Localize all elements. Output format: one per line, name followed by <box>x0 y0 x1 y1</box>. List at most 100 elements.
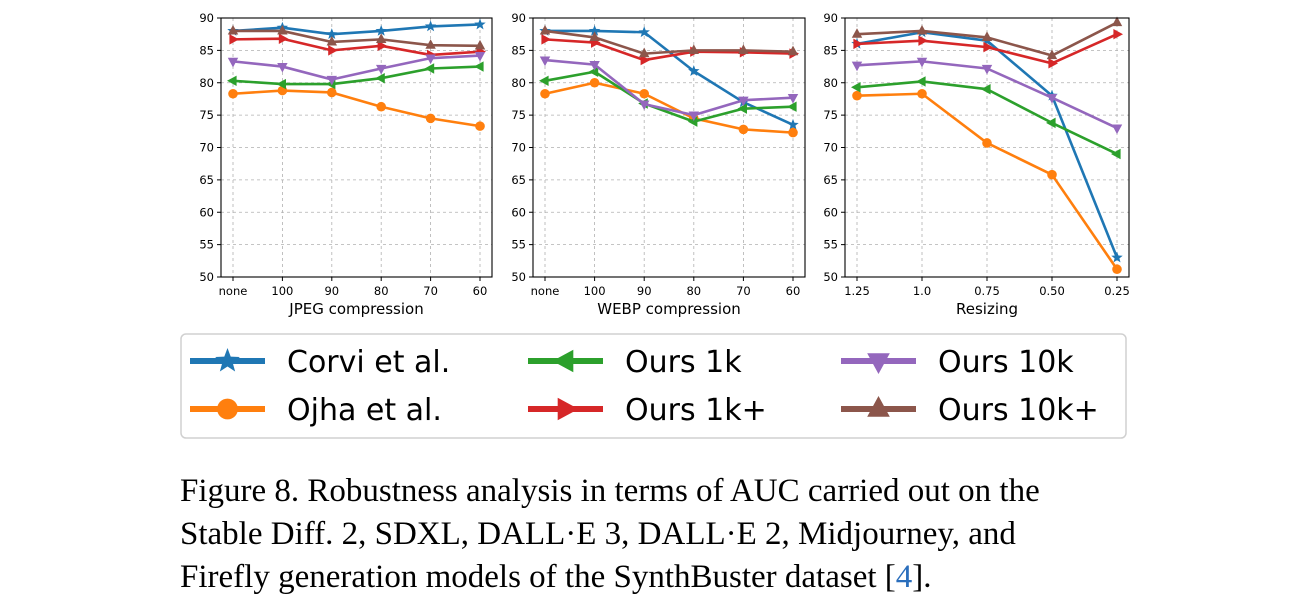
y-tick-label: 65 <box>823 173 838 187</box>
y-tick-label: 85 <box>199 43 214 57</box>
legend-marker <box>552 349 574 373</box>
data-point <box>276 78 286 90</box>
chart-panel-1: 50 55 60 65 70 75 80 85 90 none 100 90 80 70 60 JPEG co… <box>199 11 493 318</box>
data-point <box>228 88 238 99</box>
series-line <box>232 89 481 128</box>
x-tick-label: 60 <box>786 284 801 298</box>
caption-line-2: Stable Diff. 2, SDXL, DALL·E 3, DALL·E 2… <box>180 516 1016 552</box>
data-point <box>787 101 797 112</box>
x-axis-label: JPEG compression <box>288 300 423 318</box>
x-tick-label: 100 <box>584 284 606 298</box>
legend-item: Ours 1k+ <box>528 393 767 428</box>
y-tick-label: 85 <box>823 43 838 57</box>
series-line <box>544 81 794 134</box>
y-tick-label: 60 <box>511 205 526 219</box>
y-tick-label: 70 <box>199 141 214 155</box>
data-point <box>425 39 436 49</box>
data-point <box>688 44 700 54</box>
series-line <box>544 38 794 62</box>
data-point <box>377 40 388 52</box>
data-point <box>738 44 749 54</box>
data-point <box>738 96 749 107</box>
data-point <box>851 28 863 38</box>
caption-text: Firefly generation models of the SynthBu… <box>180 559 896 595</box>
data-point <box>1111 251 1123 263</box>
data-point <box>982 138 992 148</box>
data-point <box>425 113 436 124</box>
data-point <box>589 61 600 71</box>
data-point <box>1111 124 1123 135</box>
citation-link[interactable]: 4 <box>895 559 913 595</box>
x-tick-label: 60 <box>473 284 488 298</box>
data-point <box>326 28 338 40</box>
chart-panels: 50 55 60 65 70 75 80 85 90 none 100 90 80 70 60 JPEG co… <box>199 11 1129 318</box>
x-tick-label: 90 <box>637 284 652 298</box>
x-tick-label: 1.0 <box>913 284 931 298</box>
x-axis-label: Resizing <box>956 300 1018 318</box>
data-point <box>278 33 289 44</box>
y-tick-label: 75 <box>199 108 214 122</box>
x-tick-label: 0.25 <box>1104 284 1130 298</box>
data-point <box>474 51 486 62</box>
data-point <box>916 24 928 35</box>
data-point <box>639 88 649 99</box>
x-tick-label: 0.50 <box>1039 284 1065 298</box>
data-point <box>375 24 387 36</box>
data-point <box>917 88 927 99</box>
x-tick-label: 0.75 <box>974 284 1000 298</box>
data-point <box>1111 148 1121 160</box>
legend-item: Corvi et al. <box>190 345 450 380</box>
y-tick-label: 70 <box>511 141 526 155</box>
data-point <box>589 77 600 88</box>
plot-frame <box>532 17 806 278</box>
series-line <box>544 58 794 117</box>
data-point <box>327 87 337 98</box>
data-point <box>787 45 799 56</box>
data-point <box>227 24 239 35</box>
data-point <box>277 62 288 73</box>
y-tick-label: 90 <box>199 11 214 25</box>
data-point <box>1048 58 1058 69</box>
y-tick-label: 55 <box>823 238 838 252</box>
data-point <box>326 35 338 46</box>
y-tick-label: 90 <box>511 11 526 25</box>
data-point <box>589 31 600 42</box>
figure-caption: Figure 8. Robustness analysis in terms o… <box>180 470 1130 599</box>
series-line <box>232 37 481 57</box>
data-point <box>638 47 650 58</box>
data-point <box>851 82 861 93</box>
data-point <box>852 90 862 101</box>
x-tick-label: 100 <box>271 284 293 298</box>
data-point <box>638 26 650 38</box>
y-tick-label: 60 <box>199 205 214 219</box>
data-point <box>376 101 387 112</box>
data-point <box>588 66 599 77</box>
data-point <box>277 24 288 35</box>
chart-panel-3: 50 55 60 65 70 75 80 85 90 1.25 1.0 0.75 0.50 0.25 Res… <box>823 11 1129 318</box>
data-point <box>588 24 601 36</box>
series-line <box>544 29 794 55</box>
plot-frame <box>220 17 493 278</box>
data-point <box>1113 28 1123 40</box>
data-point <box>375 73 385 84</box>
legend-marker <box>867 353 890 374</box>
data-point <box>541 34 551 45</box>
legend-marker <box>557 397 579 421</box>
y-tick-label: 55 <box>199 238 214 252</box>
y-tick-label: 50 <box>511 270 526 284</box>
caption-line-3: Firefly generation models of the SynthBu… <box>180 556 1130 599</box>
data-point <box>981 31 993 42</box>
data-point <box>787 94 799 104</box>
caption-text-end: ]. <box>912 559 932 595</box>
legend-label: Corvi et al. <box>287 345 450 380</box>
data-point <box>737 103 747 114</box>
data-point <box>375 33 387 43</box>
y-tick-label: 80 <box>511 76 526 90</box>
legend-label: Ours 10k <box>938 345 1074 380</box>
data-point <box>1046 94 1058 104</box>
data-point <box>1111 16 1123 27</box>
data-point <box>326 75 338 86</box>
legend-item: Ours 10k <box>841 345 1074 380</box>
plot-frame <box>844 17 1130 278</box>
legend-marker <box>217 398 238 420</box>
